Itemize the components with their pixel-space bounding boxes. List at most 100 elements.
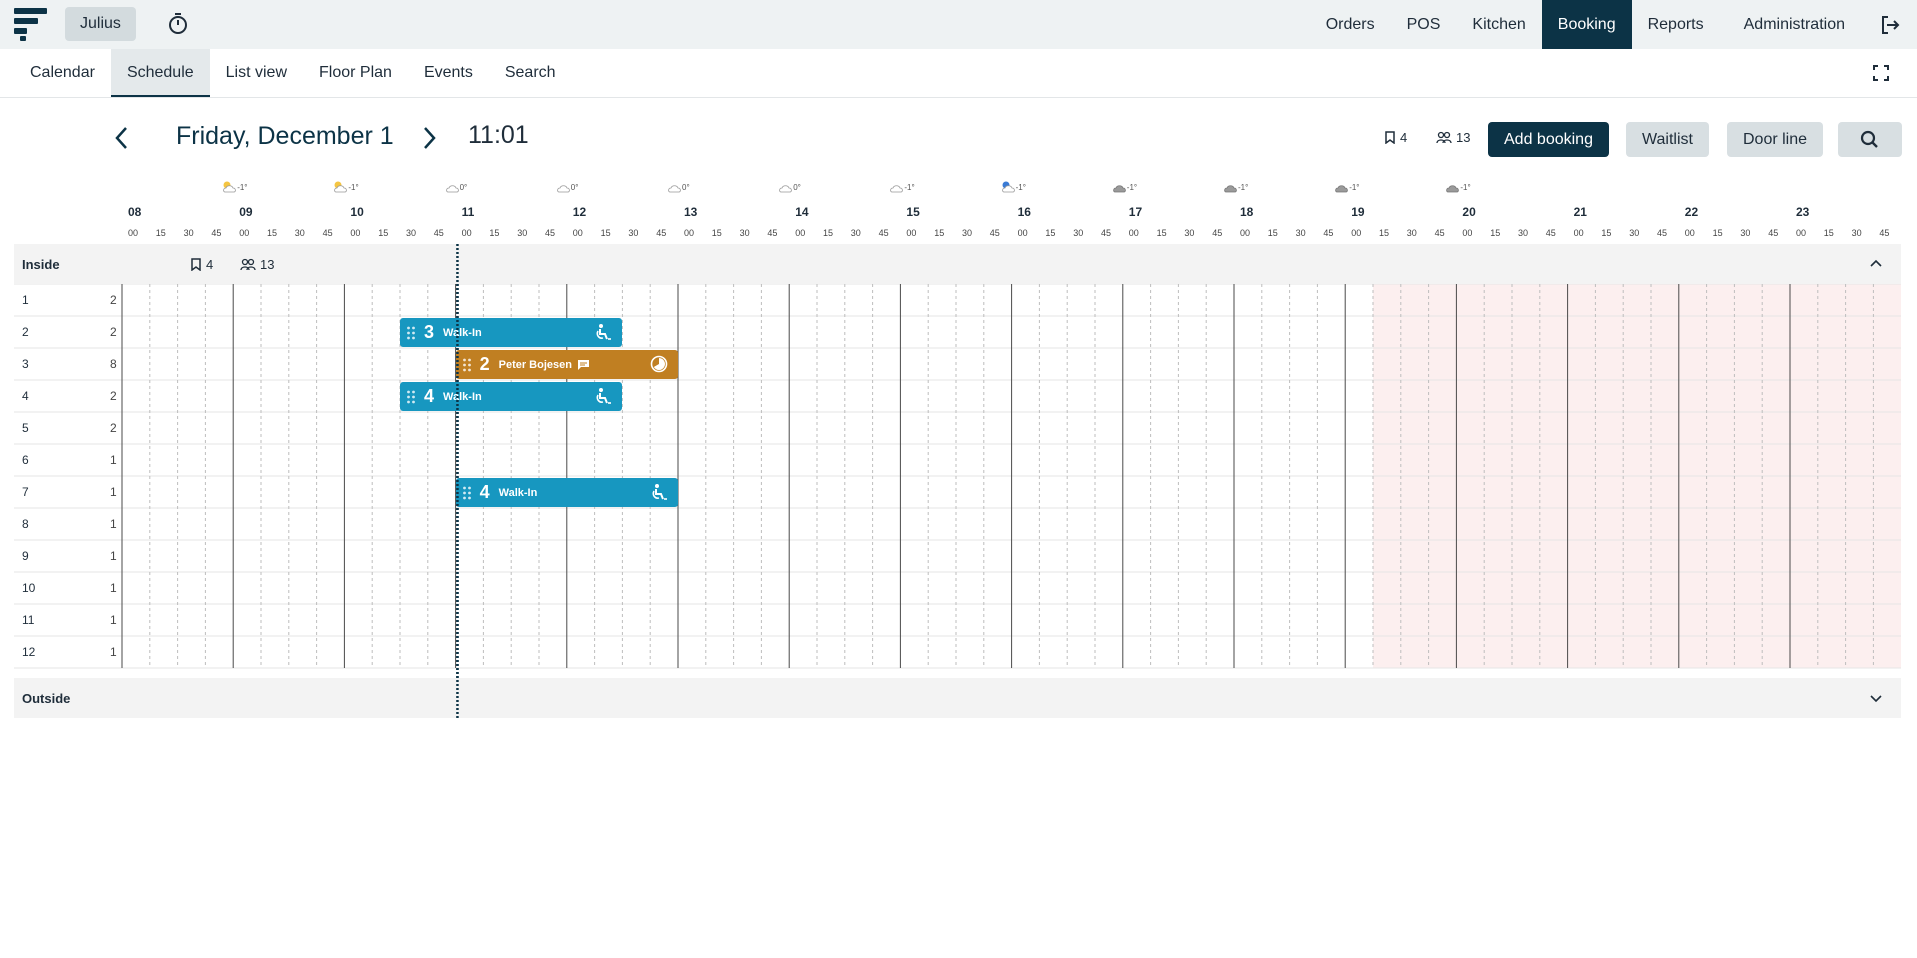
hour-label: 11 xyxy=(461,205,475,219)
waitlist-button[interactable]: Waitlist xyxy=(1626,122,1709,157)
walk-in-icon xyxy=(652,484,667,500)
minute-label: 45 xyxy=(1434,228,1445,238)
minute-label: 00 xyxy=(572,228,583,238)
table-number: 7 xyxy=(22,485,29,499)
table-capacity: 2 xyxy=(110,389,117,403)
table-number: 5 xyxy=(22,421,29,435)
table-number: 2 xyxy=(22,325,29,339)
table-number: 11 xyxy=(22,613,35,627)
minute-label: 30 xyxy=(1629,228,1640,238)
minute-label: 15 xyxy=(1712,228,1723,238)
minute-label: 15 xyxy=(711,228,722,238)
bookmark-icon xyxy=(191,258,201,271)
bookings-count: 4 xyxy=(1400,130,1408,145)
minute-label: 00 xyxy=(795,228,806,238)
drag-handle-icon[interactable] xyxy=(462,486,472,500)
weather-forecast: -1° xyxy=(1222,180,1248,194)
logout-button[interactable] xyxy=(1863,0,1917,49)
booking-block[interactable]: 3 Walk-In xyxy=(400,318,623,347)
nav-orders[interactable]: Orders xyxy=(1325,16,1375,33)
add-booking-button[interactable]: Add booking xyxy=(1488,122,1609,157)
section-bookings-stat: 4 xyxy=(190,257,213,272)
nav-pos[interactable]: POS xyxy=(1406,16,1441,33)
cloud-icon xyxy=(668,185,681,193)
booking-block[interactable]: 4 Walk-In xyxy=(400,382,623,411)
nav-administration[interactable]: Administration xyxy=(1743,16,1845,33)
people-icon xyxy=(240,258,256,271)
table-capacity: 2 xyxy=(110,293,117,307)
weather-temp: -1° xyxy=(1238,182,1249,192)
nav-booking[interactable]: Booking xyxy=(1541,0,1632,49)
user-button[interactable]: Julius xyxy=(65,7,136,41)
drag-handle-icon[interactable] xyxy=(406,390,416,404)
previous-day-icon[interactable] xyxy=(110,124,134,152)
section-inside-header[interactable]: Inside 4 13 xyxy=(14,244,1901,284)
current-date[interactable]: Friday, December 1 xyxy=(176,122,394,150)
tab-list-view[interactable]: List view xyxy=(225,64,288,81)
weather-forecast: -1° xyxy=(1111,180,1137,194)
minute-label: 00 xyxy=(239,228,250,238)
chevron-down-icon[interactable] xyxy=(1869,692,1883,706)
dark-cloud-icon xyxy=(1446,185,1460,193)
hour-label: 13 xyxy=(684,205,698,219)
tab-search[interactable]: Search xyxy=(504,64,556,81)
booking-block[interactable]: 4 Walk-In xyxy=(455,478,678,507)
hour-label: 19 xyxy=(1351,205,1365,219)
table-number: 6 xyxy=(22,453,29,467)
minute-label: 30 xyxy=(517,228,528,238)
chevron-up-icon[interactable] xyxy=(1869,256,1883,270)
minute-label: 00 xyxy=(1462,228,1473,238)
drag-handle-icon[interactable] xyxy=(406,326,416,340)
drag-handle-icon[interactable] xyxy=(462,358,472,372)
weather-forecast: -1° xyxy=(888,180,915,194)
minute-label: 45 xyxy=(211,228,222,238)
hour-label: 20 xyxy=(1462,205,1476,219)
next-day-icon[interactable] xyxy=(417,124,441,152)
weather-temp: 0° xyxy=(793,182,801,192)
minute-label: 30 xyxy=(1295,228,1306,238)
minute-label: 30 xyxy=(1073,228,1084,238)
tab-schedule[interactable]: Schedule xyxy=(110,49,210,97)
tab-events[interactable]: Events xyxy=(423,64,473,81)
minute-label: 00 xyxy=(1351,228,1362,238)
booking-name: Peter Bojesen xyxy=(498,358,572,371)
weather-forecast: -1° xyxy=(1333,180,1360,194)
booking-name: Walk-In xyxy=(443,326,482,339)
app-logo[interactable] xyxy=(12,7,50,41)
section-outside-header[interactable]: Outside xyxy=(14,678,1901,718)
minute-label: 30 xyxy=(962,228,973,238)
tab-floor-plan[interactable]: Floor Plan xyxy=(319,64,392,81)
dark-cloud-icon xyxy=(1113,185,1126,193)
nav-kitchen[interactable]: Kitchen xyxy=(1472,16,1526,33)
section-name: Inside xyxy=(22,257,60,272)
dark-cloud-icon xyxy=(1335,185,1348,193)
sun-cloud-icon xyxy=(334,181,348,193)
sun-cloud-icon xyxy=(223,181,236,193)
weather-forecast: 0° xyxy=(444,180,467,194)
moon-cloud-icon xyxy=(1001,181,1015,193)
door-line-button[interactable]: Door line xyxy=(1727,122,1824,157)
stopwatch-icon[interactable] xyxy=(164,10,192,38)
search-button[interactable] xyxy=(1838,122,1902,157)
minute-label: 15 xyxy=(1267,228,1278,238)
minute-label: 15 xyxy=(934,228,945,238)
weather-temp: 0° xyxy=(682,182,690,192)
tab-calendar[interactable]: Calendar xyxy=(30,64,95,81)
hour-label: 14 xyxy=(795,205,809,219)
table-number: 1 xyxy=(22,293,29,307)
section-guests-count: 13 xyxy=(260,257,275,272)
table-capacity: 2 xyxy=(110,421,117,435)
nav-reports[interactable]: Reports xyxy=(1647,16,1704,33)
weather-forecast: -1° xyxy=(221,180,248,194)
clock-progress-icon xyxy=(650,355,668,373)
minute-label: 15 xyxy=(1156,228,1167,238)
booking-block[interactable]: 2 Peter Bojesen xyxy=(455,350,678,379)
guests-count-stat: 13 xyxy=(1436,130,1470,145)
cloud-icon xyxy=(890,185,904,193)
table-number: 4 xyxy=(22,389,29,403)
table-number: 8 xyxy=(22,517,29,531)
hour-label: 09 xyxy=(239,205,253,219)
minute-label: 45 xyxy=(989,228,1000,238)
fullscreen-icon[interactable] xyxy=(1871,63,1891,83)
schedule-grid xyxy=(14,244,1901,718)
